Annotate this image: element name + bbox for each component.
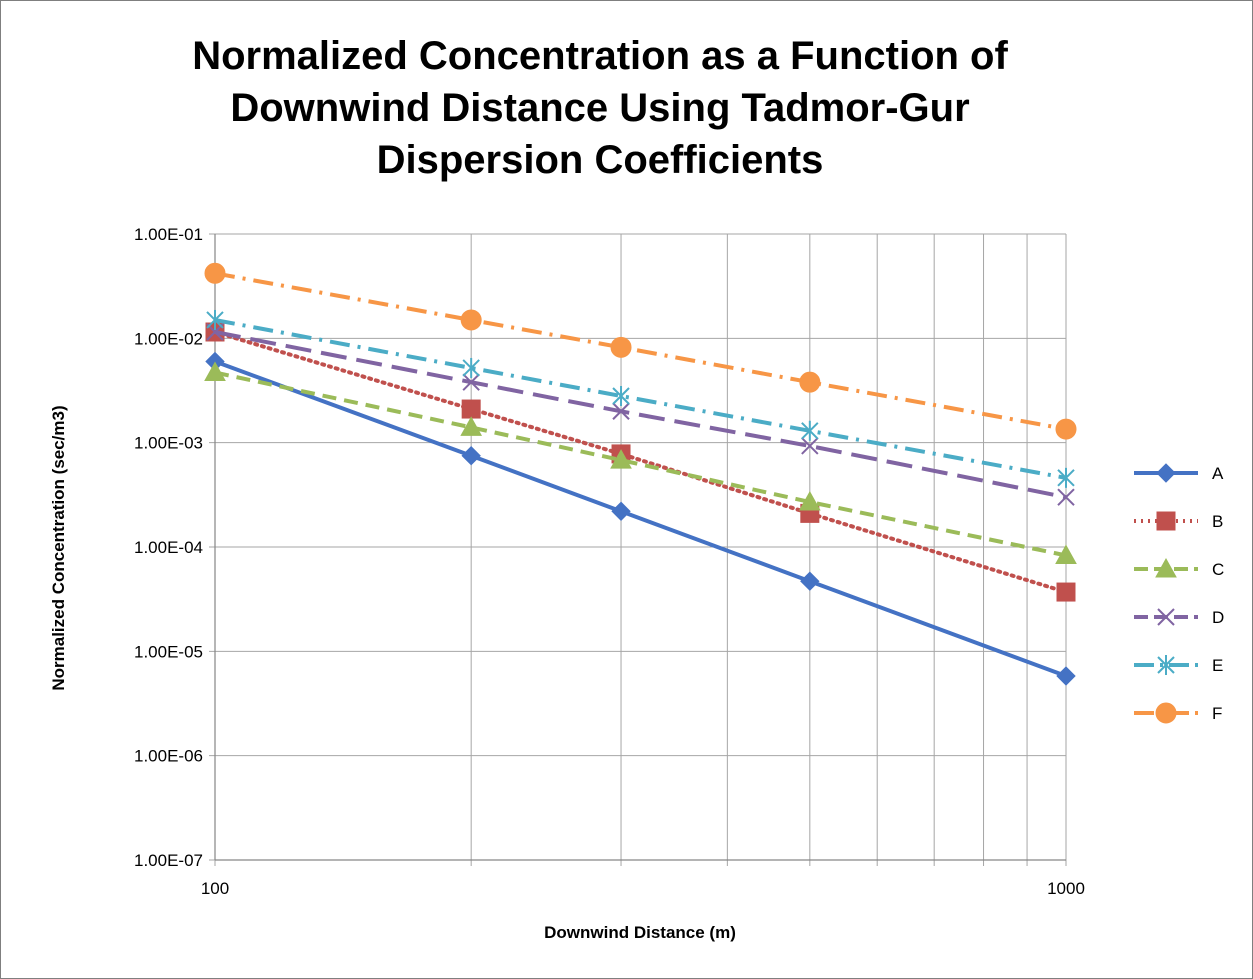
data-point	[612, 386, 630, 407]
data-point	[1055, 418, 1077, 440]
series-F	[204, 262, 1077, 440]
data-point	[612, 402, 630, 420]
data-point	[206, 309, 224, 330]
y-tick-label: 1.00E-05	[134, 642, 203, 661]
chart-title: Normalized Concentration as a Function o…	[150, 30, 1050, 186]
data-point	[1057, 488, 1075, 506]
y-tick-label: 1.00E-03	[134, 434, 203, 453]
axes: 1.00E-07 1.00E-06 1.00E-05 1.00E-04 1.00E-03…	[134, 225, 1085, 898]
data-point	[461, 445, 481, 466]
legend-label: F	[1212, 704, 1222, 723]
series-line-D	[214, 330, 1067, 500]
legend-item-C: C	[1134, 557, 1224, 579]
data-point	[1056, 666, 1076, 686]
y-tick-label: 1.00E-02	[134, 329, 203, 348]
x-axis-title: Downwind Distance (m)	[544, 923, 736, 942]
data-point	[610, 449, 632, 469]
x-tick-label: 100	[201, 879, 229, 898]
y-tick-label: 1.00E-07	[134, 851, 203, 870]
data-point	[462, 373, 480, 391]
data-point	[460, 309, 482, 331]
series-line-F	[214, 271, 1067, 432]
legend-label: B	[1212, 512, 1223, 531]
legend: A B C D E F	[1134, 463, 1224, 724]
y-axis-title: Normalized Concentration (sec/m3)	[49, 405, 68, 690]
data-point	[798, 490, 821, 511]
legend-marker	[1155, 557, 1177, 578]
series-E	[206, 309, 1075, 488]
data-point	[461, 399, 481, 419]
data-point	[204, 361, 226, 382]
legend-item-E: E	[1134, 655, 1223, 675]
legend-item-B: B	[1134, 511, 1223, 531]
series-layer	[204, 262, 1077, 686]
legend-item-A: A	[1134, 463, 1224, 483]
x-tick-label: 1000	[1047, 879, 1085, 898]
legend-label: C	[1212, 560, 1224, 579]
data-point	[799, 371, 821, 393]
series-line-A	[214, 359, 1067, 678]
legend-item-D: D	[1134, 608, 1224, 627]
y-tick-label: 1.00E-06	[134, 747, 203, 766]
y-tick-label: 1.00E-01	[134, 225, 203, 244]
grid	[209, 233, 1067, 866]
data-point	[204, 262, 226, 284]
chart-title-line-2: Downwind Distance Using Tadmor-Gur	[230, 86, 970, 130]
series-line-B	[213, 330, 1068, 595]
legend-label: D	[1212, 608, 1224, 627]
series-line-C	[214, 370, 1067, 558]
legend-label: E	[1212, 656, 1223, 675]
data-point	[801, 437, 819, 455]
series-line-E	[214, 318, 1067, 480]
data-point	[800, 571, 820, 591]
y-tick-label: 1.00E-04	[134, 538, 203, 557]
legend-marker	[1155, 702, 1177, 724]
data-point	[801, 420, 819, 441]
data-point	[1057, 467, 1075, 488]
chart-title-line-1: Normalized Concentration as a Function o…	[192, 34, 1008, 78]
legend-label: A	[1212, 464, 1224, 483]
legend-item-F: F	[1134, 702, 1222, 724]
series-A	[205, 351, 1076, 686]
legend-marker	[1156, 463, 1176, 483]
legend-marker	[1157, 655, 1175, 675]
series-D	[206, 323, 1075, 506]
data-point	[611, 501, 631, 521]
legend-marker	[1156, 511, 1176, 531]
data-point	[610, 336, 632, 358]
data-point	[460, 416, 483, 436]
data-point	[1056, 582, 1076, 602]
series-C	[204, 361, 1077, 564]
data-point	[1055, 544, 1077, 564]
chart-title-line-3: Dispersion Coefficients	[376, 138, 824, 182]
legend-marker	[1157, 608, 1175, 626]
data-point	[462, 357, 480, 378]
series-B	[205, 322, 1076, 602]
